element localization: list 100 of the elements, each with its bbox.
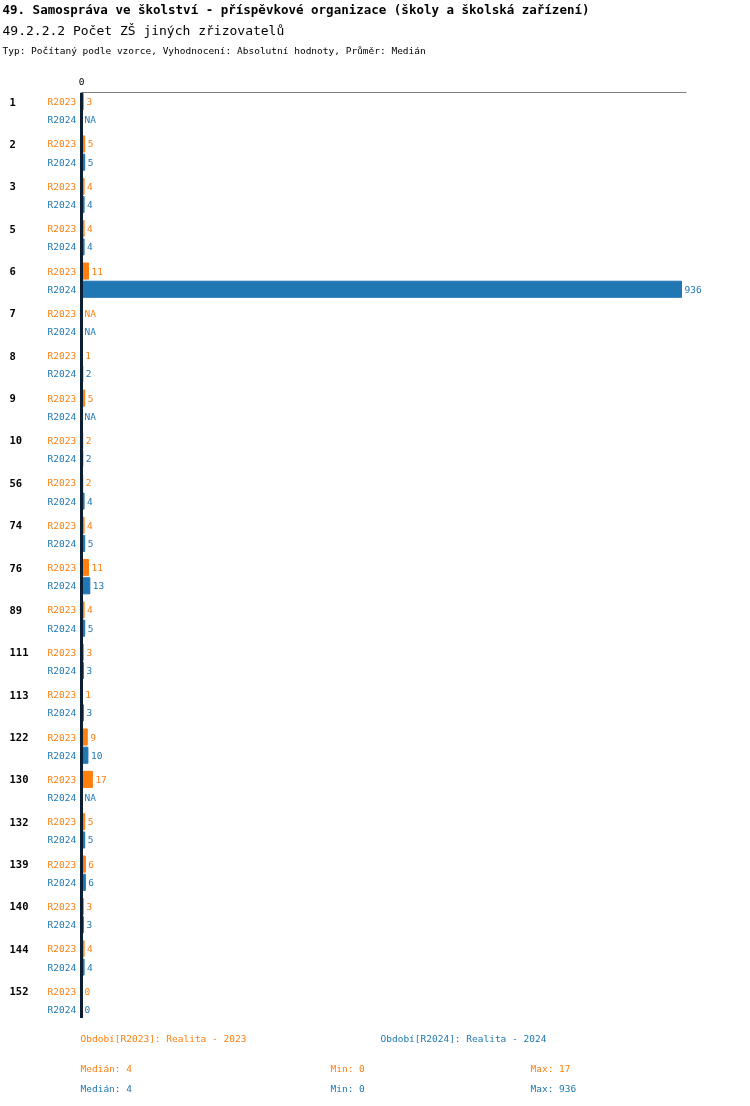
text: R2023 xyxy=(47,519,77,531)
text: R2024 xyxy=(47,1003,77,1015)
data-label: 6 xyxy=(88,858,95,870)
chart-title: 49. Samospráva ve školství - příspěvkové organizace (školy a školská zařízení) xyxy=(2,2,590,17)
text: R2023 xyxy=(47,943,77,955)
data-label: 1 xyxy=(85,689,92,701)
series-label: R2023 xyxy=(47,96,77,108)
y-tick-label: 3 xyxy=(9,180,16,193)
text: R2024 xyxy=(47,707,77,719)
data-label: 5 xyxy=(87,392,94,404)
data-label: 5 xyxy=(87,834,94,846)
text: Min: 0 xyxy=(330,1083,366,1094)
text: R2023 xyxy=(47,816,77,828)
data-label: 4 xyxy=(87,519,94,531)
data-label: 6 xyxy=(88,876,95,888)
text: R2023 xyxy=(47,562,77,574)
text: NA xyxy=(84,326,96,338)
data-label: 4 xyxy=(87,199,94,211)
data-label: 5 xyxy=(87,138,94,150)
y-tick-label: 8 xyxy=(9,349,16,362)
text: R2024 xyxy=(47,453,77,465)
data-label: 4 xyxy=(87,943,94,955)
text: R2023 xyxy=(47,434,77,446)
text: R2024 xyxy=(47,834,77,846)
data-label: 0 xyxy=(84,985,91,997)
text: R2024 xyxy=(47,919,77,931)
text: R2024 xyxy=(47,749,77,761)
data-label: 11 xyxy=(91,562,104,574)
y-tick-label: 1 xyxy=(9,95,16,108)
text: Max: 936 xyxy=(530,1083,577,1094)
data-label: 1 xyxy=(85,350,92,362)
y-tick-label: 130 xyxy=(9,773,29,786)
data-label: 5 xyxy=(87,816,94,828)
data-label: 3 xyxy=(86,900,93,912)
text: Typ: Počítaný podle vzorce, Vyhodnocení: Absolutní hodnoty, Průměr: Medián xyxy=(2,45,426,56)
data-label: 10 xyxy=(90,749,103,761)
text: R2024 xyxy=(47,283,77,295)
data-label: 2 xyxy=(85,477,92,489)
text: NA xyxy=(84,114,96,126)
data-label: 3 xyxy=(86,707,93,719)
text: R2024 xyxy=(47,580,77,592)
text: R2023 xyxy=(47,180,77,192)
y-tick-label: 10 xyxy=(9,434,23,447)
y-tick-label: 111 xyxy=(9,646,29,659)
text: Období[R2024]: Realita - 2024 xyxy=(380,1033,547,1044)
data-label: 3 xyxy=(86,96,93,108)
data-label: 13 xyxy=(92,580,105,592)
y-tick-label: 140 xyxy=(9,900,29,913)
data-label: 2 xyxy=(85,453,92,465)
text: 0 xyxy=(78,76,85,87)
text: Medián: 4 xyxy=(80,1063,133,1074)
text: R2023 xyxy=(47,858,77,870)
text: R2024 xyxy=(47,368,77,380)
y-tick-label: 5 xyxy=(9,222,16,235)
text: R2023 xyxy=(47,689,77,701)
text: R2024 xyxy=(47,665,77,677)
y-tick-label: 113 xyxy=(9,688,29,701)
data-label: 3 xyxy=(86,665,93,677)
y-tick-label: 139 xyxy=(9,858,29,871)
text: R2023 xyxy=(47,350,77,362)
y-tick-label: 7 xyxy=(9,307,16,320)
text: R2023 xyxy=(47,392,77,404)
text: R2023 xyxy=(47,773,77,785)
text: NA xyxy=(84,792,96,804)
y-tick-label: 6 xyxy=(9,265,16,278)
y-tick-label: 152 xyxy=(9,985,29,998)
y-tick-label: 56 xyxy=(9,476,23,489)
text: R2023 xyxy=(47,265,77,277)
data-label: 936 xyxy=(684,283,702,295)
text: R2024 xyxy=(47,495,77,507)
data-label: 5 xyxy=(87,622,94,634)
text: Max: 17 xyxy=(530,1063,571,1074)
data-label: 5 xyxy=(87,156,94,168)
y-tick-label: 89 xyxy=(9,603,23,616)
text: R2024 xyxy=(47,114,77,126)
text: R2024 xyxy=(47,876,77,888)
text: R2023 xyxy=(47,223,77,235)
text: R2023 xyxy=(47,731,77,743)
data-label: 4 xyxy=(87,223,94,235)
y-tick-label: 2 xyxy=(9,137,16,150)
text: R2024 xyxy=(47,961,77,973)
chart-subtitle: 49.2.2.2 Počet ZŠ jiných zřizovatelů xyxy=(2,23,285,38)
text: R2023 xyxy=(47,985,77,997)
text: R2024 xyxy=(47,622,77,634)
text: Min: 0 xyxy=(330,1063,366,1074)
text: Medián: 4 xyxy=(80,1083,133,1094)
y-tick-label: 132 xyxy=(9,815,29,828)
text: R2024 xyxy=(47,199,77,211)
text: R2023 xyxy=(47,138,77,150)
text: R2024 xyxy=(47,792,77,804)
data-label: 9 xyxy=(90,731,97,743)
data-label: 3 xyxy=(86,646,93,658)
y-tick-label: 9 xyxy=(9,392,16,405)
text: NA xyxy=(84,410,96,422)
data-label: 4 xyxy=(87,604,94,616)
data-label: 4 xyxy=(87,961,94,973)
data-label: 5 xyxy=(87,537,94,549)
data-label: 17 xyxy=(95,773,107,785)
data-label: 3 xyxy=(86,919,93,931)
text: R2024 xyxy=(47,326,77,338)
